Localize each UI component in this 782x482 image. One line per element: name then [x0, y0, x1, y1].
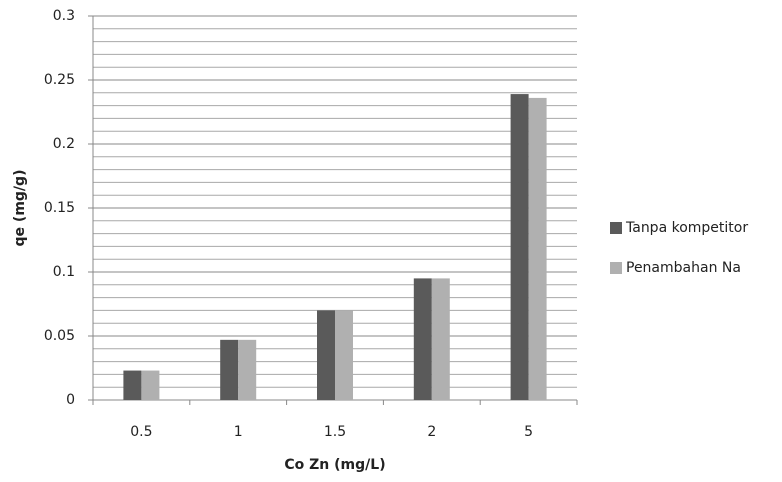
x-tick-label: 1: [234, 424, 243, 440]
y-tick-label: 0.1: [53, 264, 75, 280]
bar: [413, 278, 432, 400]
x-tick-label: 5: [524, 424, 533, 440]
bar: [317, 310, 335, 400]
y-tick-label: 0.2: [53, 136, 75, 152]
x-tick-label: 0.5: [130, 424, 152, 440]
x-tick-label: 2: [427, 424, 436, 440]
bar: [123, 370, 142, 400]
y-tick-label: 0.3: [53, 8, 75, 24]
legend-label: Tanpa kompetitor: [625, 220, 748, 236]
bar: [238, 339, 257, 400]
y-tick-label: 0.05: [44, 328, 75, 344]
y-tick-label: 0.25: [44, 72, 75, 88]
legend-swatch: [610, 262, 622, 274]
y-axis-title: qe (mg/g): [12, 170, 28, 247]
y-tick-label: 0: [66, 392, 75, 408]
y-tick-label: 0.15: [44, 200, 75, 216]
bar: [141, 370, 160, 400]
bar: [431, 278, 450, 400]
bar: [335, 310, 353, 400]
bar: [528, 97, 547, 401]
legend-swatch: [610, 222, 622, 234]
bar: [220, 339, 239, 400]
x-axis-title: Co Zn (mg/L): [284, 457, 385, 473]
bar: [510, 94, 529, 400]
x-tick-label: 1.5: [324, 424, 346, 440]
legend-label: Penambahan Na: [626, 260, 741, 276]
